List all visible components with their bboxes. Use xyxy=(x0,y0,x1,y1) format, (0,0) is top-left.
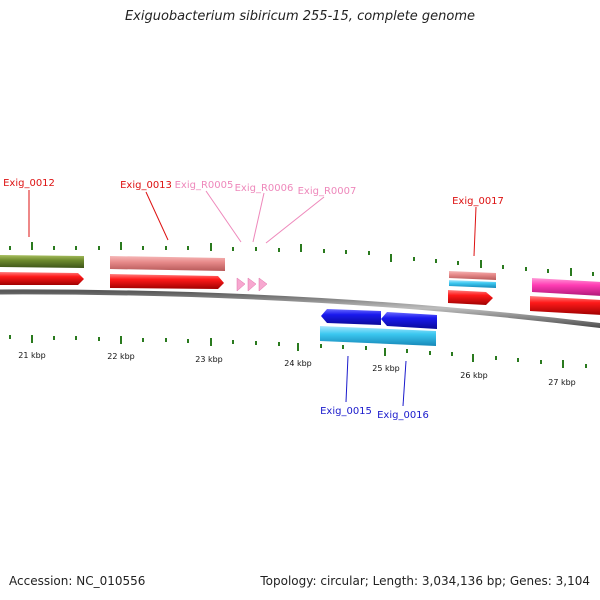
gene-label: Exig_R0006 xyxy=(235,183,294,194)
gene-arrow-forward xyxy=(530,296,600,315)
gene-arrow-reverse xyxy=(381,312,437,329)
scale-label: 24 kbp xyxy=(284,359,312,368)
gene-partial-right[interactable] xyxy=(530,278,600,315)
scale-label: 22 kbp xyxy=(107,352,135,361)
gene-arrow-forward xyxy=(110,274,224,289)
rna-exig-r0005 xyxy=(236,277,246,292)
scale-label: 26 kbp xyxy=(460,371,488,380)
rna-exig-r0006 xyxy=(247,277,257,292)
scale-labels: 21 kbp 22 kbp 23 kbp 24 kbp 25 kbp 26 kb… xyxy=(18,351,576,387)
tick-row-lower xyxy=(9,335,587,368)
gene-feature-cyan xyxy=(449,280,496,288)
gene-feature-olive xyxy=(0,255,84,268)
gene-label: Exig_0015 xyxy=(320,406,372,417)
gene-label: Exig_0017 xyxy=(452,196,504,207)
accession-text: Accession: NC_010556 xyxy=(9,574,146,588)
gene-exig-0015[interactable] xyxy=(321,309,381,325)
tick-row-upper xyxy=(9,242,594,276)
gene-arrow-forward xyxy=(448,290,493,305)
scale-label: 27 kbp xyxy=(548,378,576,387)
rna-features[interactable] xyxy=(236,277,268,292)
gene-label: Exig_R0005 xyxy=(175,180,234,191)
gene-arrow-forward xyxy=(0,272,84,285)
map-title: Exiguobacterium sibiricum 255-15, comple… xyxy=(124,9,476,24)
genome-backbone xyxy=(0,289,600,329)
topology-text: Topology: circular; Length: 3,034,136 bp… xyxy=(260,574,590,588)
gene-feature-salmon xyxy=(449,271,496,280)
scale-label: 21 kbp xyxy=(18,351,46,360)
scale-label: 25 kbp xyxy=(372,364,400,373)
gene-exig-0016[interactable] xyxy=(381,312,437,329)
gene-label: Exig_0016 xyxy=(377,410,429,421)
gene-arrow-reverse xyxy=(321,309,381,325)
gene-label: Exig_0013 xyxy=(120,180,172,191)
gene-feature-cyan xyxy=(320,326,436,346)
gene-exig-0013[interactable] xyxy=(110,256,225,289)
gene-labels: Exig_0012 Exig_0013 Exig_R0005 Exig_R000… xyxy=(3,178,504,421)
gene-exig-0017[interactable] xyxy=(448,271,496,305)
rna-exig-r0007 xyxy=(258,277,268,292)
gene-label: Exig_0012 xyxy=(3,178,55,189)
gene-feature-salmon xyxy=(110,256,225,271)
gene-feature-magenta xyxy=(532,278,600,296)
label-leaders xyxy=(28,190,477,407)
gene-label: Exig_R0007 xyxy=(298,186,357,197)
scale-label: 23 kbp xyxy=(195,355,223,364)
gene-exig-0012[interactable] xyxy=(0,255,84,285)
